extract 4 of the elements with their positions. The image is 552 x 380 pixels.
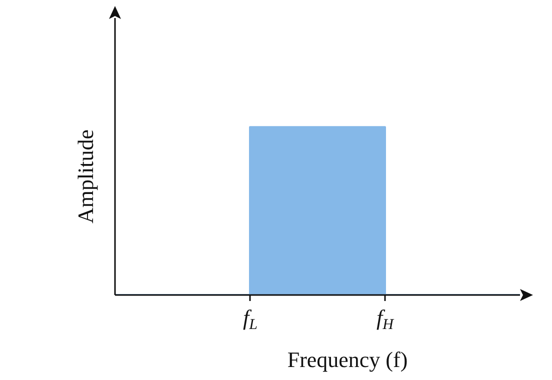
x-tick-label: f$_{H}$ bbox=[376, 305, 394, 333]
x-tick-label: f$_{L}$ bbox=[243, 305, 258, 333]
y-axis-title: Amplitude bbox=[73, 129, 98, 224]
x-axis-title: Frequency (f) bbox=[287, 347, 408, 372]
